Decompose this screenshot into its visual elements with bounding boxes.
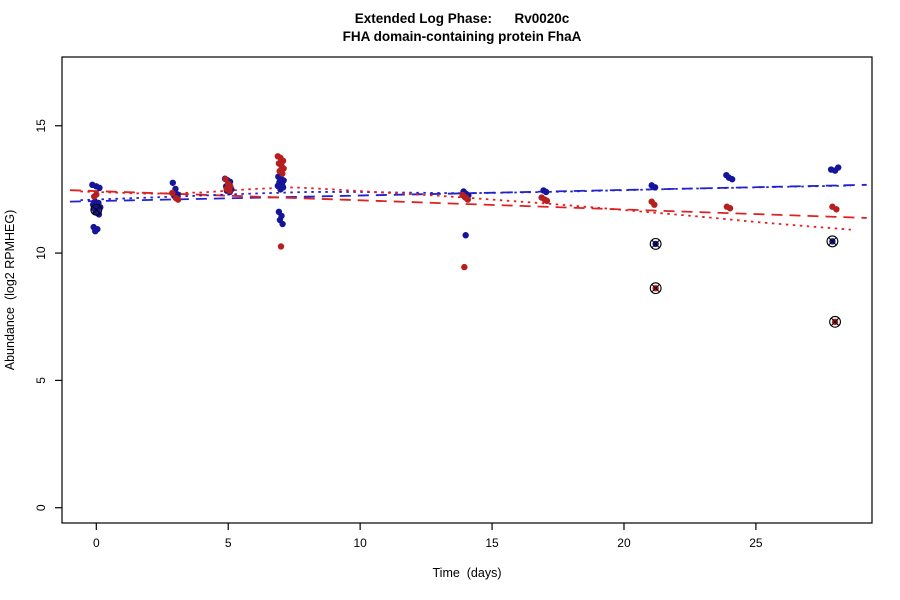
red-replicates-point [461,263,468,271]
red-replicates-point [543,197,551,205]
y-tick-label: 10 [34,246,48,260]
outlier-ring [829,315,842,328]
blue-replicates-point [542,188,550,196]
y-tick-label: 15 [34,119,48,133]
red-replicates-point [833,206,840,213]
blue-replicates-point [835,164,842,171]
blue-replicates-point [92,227,99,235]
red-replicates-point [174,196,182,203]
red-replicates-point [226,187,233,195]
blue-replicates-point [651,184,659,191]
y-tick-label: 5 [34,377,48,384]
outlier-cross [828,237,837,246]
red-replicates-point [277,243,285,250]
red-trend-linear [69,189,867,219]
red-replicates-point [90,193,98,200]
red-replicates-point [464,196,471,203]
outlier-ring [826,235,839,248]
blue-replicates-point [169,179,177,186]
outlier-cross [92,205,101,214]
outlier-cross [651,284,660,293]
x-tick-label: 20 [617,536,631,550]
y-tick-label: 0 [34,504,48,511]
plot-border [61,56,873,524]
chart-title: Extended Log Phase: Rv0020c [355,11,570,26]
red-replicates-point [279,170,286,177]
blue-replicates-point [279,220,286,228]
x-tick-label: 0 [93,536,100,550]
outlier-ring [649,282,662,295]
x-tick-label: 10 [353,536,367,550]
red-replicates-point [726,205,734,212]
chart-subtitle: FHA domain-containing protein FhaA [343,29,582,44]
outlier-cross [830,317,840,326]
red-replicates-point [651,201,658,208]
x-tick-label: 5 [225,536,232,550]
plot-area: 0 5 10 15 20 25 0 5 10 15 [34,56,873,550]
red-replicates-point [169,189,176,197]
y-axis-title: Abundance (log2 RPMHEG) [3,210,17,371]
blue-replicates-point [96,184,103,192]
blue-replicates-point [462,232,469,239]
x-tick-label: 15 [485,536,499,550]
x-tick-label: 25 [749,536,763,550]
x-axis-title: Time (days) [433,566,502,580]
blue-replicates-point [728,176,736,183]
outlier-ring [90,203,103,216]
outlier-ring [649,237,662,250]
blue-replicates-point [277,186,284,193]
outlier-cross [651,239,660,249]
